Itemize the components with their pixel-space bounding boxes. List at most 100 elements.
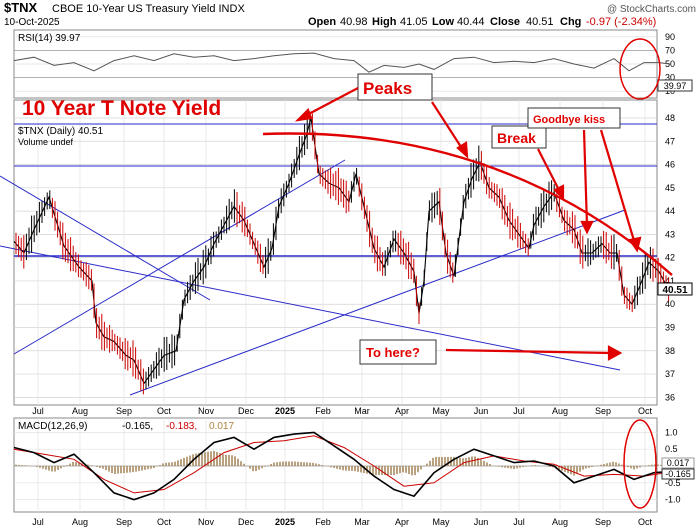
arrow-to-here	[445, 348, 613, 355]
x-tick-label: Nov	[198, 517, 215, 527]
macd-tick-label: -0.5	[665, 478, 681, 488]
header-date: 10-Oct-2025	[4, 17, 60, 28]
macd-tick-label: 1.0	[665, 427, 678, 437]
price-tick-label: 46	[665, 160, 675, 170]
annotation-arrows	[294, 87, 642, 361]
rsi-tick-label: 30	[665, 73, 675, 83]
x-tick-label: 2025	[275, 406, 295, 416]
rsi-highlight-circle	[619, 38, 661, 100]
arrow-break	[537, 148, 561, 193]
macd-label: MACD(12,26,9)	[18, 421, 87, 432]
goodbye-label: Goodbye kiss	[533, 114, 605, 126]
x-tick-label: Apr	[395, 517, 409, 527]
x-tick-label: Nov	[198, 406, 215, 416]
last-price-tag-box	[657, 282, 693, 296]
arrow-peaks-right-head	[456, 141, 469, 159]
header-watermark: @ StockCharts.com	[607, 4, 696, 15]
macd-value-2: -0.183,	[166, 421, 197, 432]
price-tick-label: 37	[665, 369, 675, 379]
x-tick-label: Mar	[354, 517, 370, 527]
macd-tick-label: 0.5	[665, 444, 678, 454]
x-tick-label: Sep	[595, 517, 611, 527]
arrow-goodbye-2	[599, 129, 637, 245]
macd-highlight-circle	[623, 419, 657, 509]
x-tick-label: Jun	[474, 517, 489, 527]
close-value: 40.51	[526, 16, 554, 28]
arrow-break-head	[553, 184, 565, 201]
upper-channel-line	[13, 159, 346, 355]
peaks-curve	[262, 132, 673, 276]
x-tick-label: Dec	[238, 406, 255, 416]
break-label: Break	[497, 130, 536, 146]
x-tick-label: Sep	[116, 406, 132, 416]
open-value: 40.98	[340, 16, 368, 28]
goodbye-box	[527, 107, 621, 129]
x-tick-label: Feb	[315, 406, 331, 416]
high-value: 41.05	[400, 16, 428, 28]
break-box	[491, 125, 547, 149]
chg-value: -0.97 (-2.34%)	[586, 16, 656, 28]
x-tick-label: May	[432, 517, 450, 527]
descending-line-2	[0, 245, 621, 371]
low-value: 40.44	[457, 16, 485, 28]
x-tick-label: Aug	[72, 517, 88, 527]
arrow-goodbye-2-head	[628, 236, 642, 253]
macd-panel: 1.00.50.0-0.5-1.0 MACD(12,26,9) -0.165, …	[13, 417, 695, 513]
macd-tag-2: -0.165	[665, 469, 691, 479]
x-tick-label: Jul	[32, 406, 44, 416]
price-tick-label: 40	[665, 299, 675, 309]
macd-tag-1-box	[661, 457, 695, 469]
price-panel: 36 37 38 39 40 41 42 43 44 45 46 47 48 Jul Aug Sep Oct N…	[0, 73, 693, 416]
last-price-tag: 40.51	[662, 285, 687, 296]
arrow-peaks-left-head	[294, 108, 313, 122]
price-tick-labels: 36 37 38 39 40 41 42 43 44 45 46 47 48	[665, 113, 675, 402]
arrow-to-here-head	[607, 345, 623, 361]
volume-label: Volume undef	[18, 137, 74, 147]
arrow-goodbye-1	[582, 129, 589, 227]
x-tick-label: Aug	[72, 406, 88, 416]
annotation-title: 10 Year T Note Yield	[22, 97, 221, 120]
price-tick-label: 47	[665, 136, 675, 146]
arrow-goodbye-1-head	[580, 220, 594, 235]
x-tick-label: Sep	[595, 406, 611, 416]
rsi-grid	[14, 36, 657, 92]
price-tick-label: 41	[665, 276, 675, 286]
macd-signal-line	[13, 435, 671, 494]
price-tick-label: 44	[665, 206, 675, 216]
rsi-label: RSI(14) 39.97	[18, 33, 81, 44]
close-label: Close	[490, 16, 520, 28]
x-tick-label: Oct	[157, 517, 172, 527]
x-tick-label: Feb	[315, 517, 331, 527]
header-ohlc: Open 40.98 High 41.05 Low 40.44 Close 40…	[308, 16, 656, 28]
arrow-peaks-right	[431, 101, 464, 151]
macd-tag-2-box	[661, 468, 695, 480]
price-frame	[13, 99, 658, 406]
x-tick-label: Dec	[238, 517, 255, 527]
rsi-value-tag-box	[657, 79, 693, 92]
price-tick-label: 43	[665, 229, 675, 239]
macd-value-1: -0.165,	[122, 421, 153, 432]
x-tick-label: Jun	[474, 406, 489, 416]
price-tick-label: 39	[665, 323, 675, 333]
macd-label-group: MACD(12,26,9) -0.165, -0.183, 0.017	[18, 421, 234, 432]
peaks-box	[357, 73, 433, 101]
macd-tag-1: 0.017	[667, 458, 690, 468]
x-tick-label: Mar	[354, 406, 370, 416]
macd-line	[13, 431, 671, 501]
chg-label: Chg	[560, 16, 581, 28]
to-here-label: To here?	[366, 345, 420, 360]
arrow-peaks-left	[302, 87, 359, 118]
x-tick-label: Oct	[638, 517, 653, 527]
x-tick-label: Jul	[513, 406, 525, 416]
header-symbol: $TNX	[4, 0, 38, 15]
rsi-line	[13, 52, 671, 73]
x-tick-label: Oct	[638, 406, 653, 416]
peaks-label: Peaks	[363, 79, 412, 98]
x-tick-label: 2025	[275, 517, 295, 527]
lower-channel-line	[129, 209, 626, 396]
bottom-x-labels: Jul Aug Sep Oct Nov Dec 2025 Feb Mar Apr May Jun Jul…	[32, 517, 652, 527]
price-bars	[15, 111, 670, 395]
price-tick-label: 48	[665, 113, 675, 123]
price-tick-label: 38	[665, 346, 675, 356]
to-here-box	[359, 339, 437, 365]
